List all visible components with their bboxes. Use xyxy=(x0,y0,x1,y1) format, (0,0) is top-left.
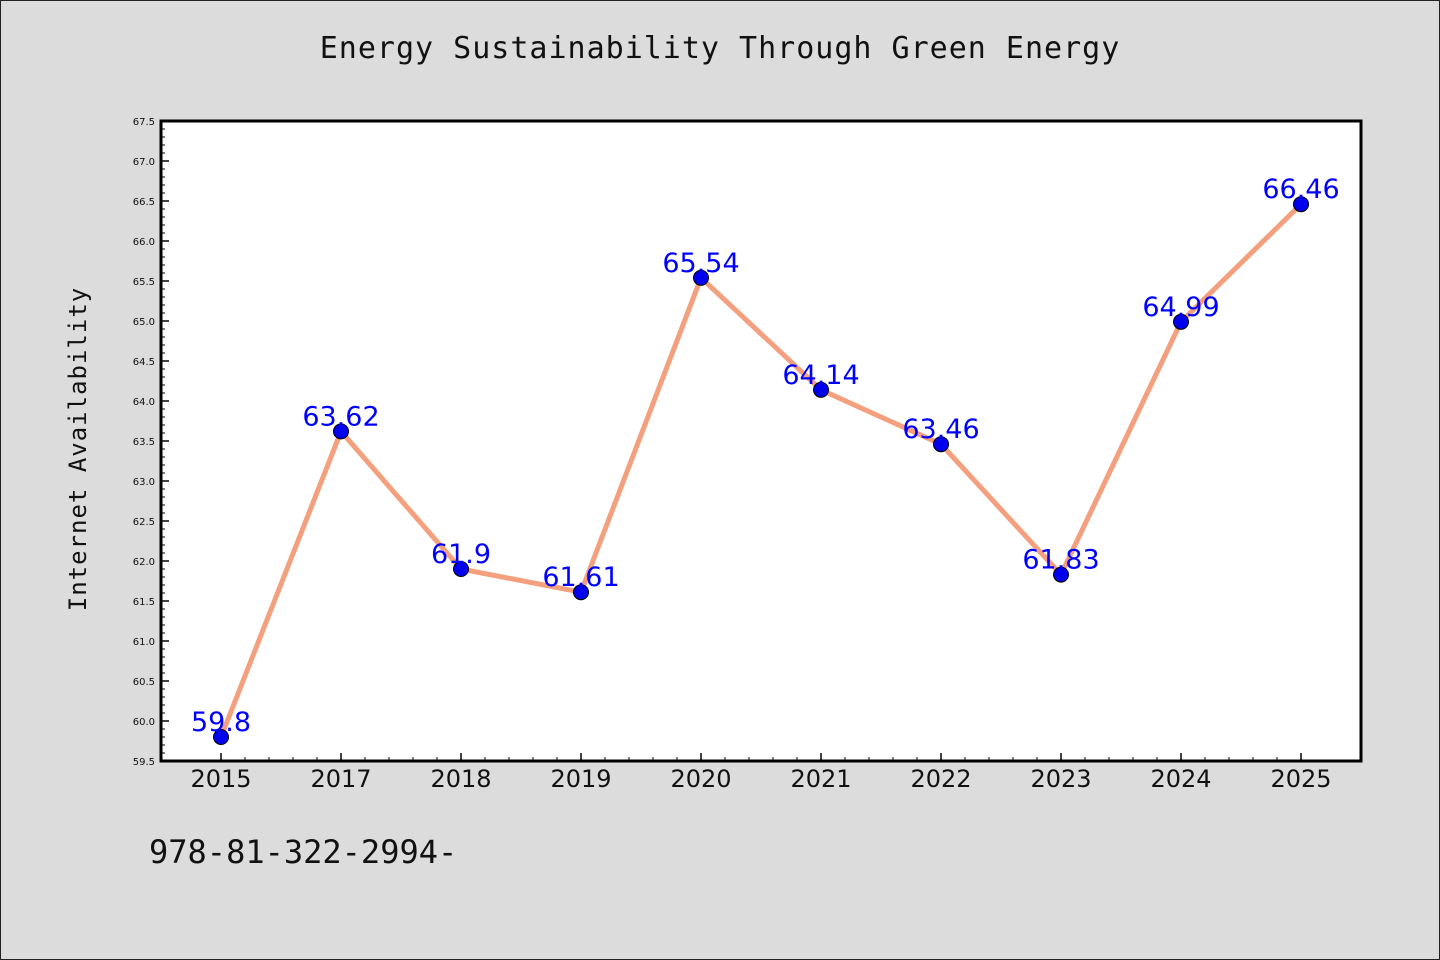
y-tick-label: 66.0 xyxy=(133,237,155,248)
y-tick-label: 63.0 xyxy=(133,477,155,488)
data-label: 61.83 xyxy=(1022,545,1099,576)
plot-area xyxy=(159,119,1363,763)
data-label: 63.62 xyxy=(302,401,379,432)
data-label: 63.46 xyxy=(902,414,979,445)
x-tick-label: 2021 xyxy=(790,765,851,793)
data-point xyxy=(933,436,949,453)
axis-ticks: 59.5 60.0 60.5 61.0 61.5 62.0 62.5 63.0 63.5 64.0… xyxy=(133,117,1332,793)
data-label: 64.14 xyxy=(782,360,859,391)
y-tick-label: 64.5 xyxy=(133,357,155,368)
data-label: 64.99 xyxy=(1142,292,1219,323)
data-label: 65.54 xyxy=(662,248,739,279)
y-tick-label: 59.5 xyxy=(133,757,155,768)
markers-layer xyxy=(213,196,1309,745)
y-tick-label: 61.5 xyxy=(133,597,155,608)
x-tick-label: 2025 xyxy=(1270,765,1331,793)
y-tick-label: 61.0 xyxy=(133,637,155,648)
x-tick-label: 2017 xyxy=(310,765,371,793)
y-tick-label: 64.0 xyxy=(133,397,155,408)
footnote-isbn: 978-81-322-2994- xyxy=(149,833,458,871)
data-labels-layer: 59.8 63.62 61.9 61.61 65.54 64.14 63.46 61.83 64… xyxy=(191,174,1340,738)
x-tick-label: 2020 xyxy=(670,765,731,793)
data-point xyxy=(1173,313,1189,330)
y-tick-label: 60.5 xyxy=(133,677,155,688)
data-label: 61.61 xyxy=(542,562,619,593)
y-tick-label: 67.5 xyxy=(133,117,155,128)
data-label: 61.9 xyxy=(431,539,491,570)
data-point xyxy=(1293,196,1309,213)
series-line-layer xyxy=(218,201,1304,740)
series-line xyxy=(218,201,1304,740)
x-tick-label: 2018 xyxy=(430,765,491,793)
x-tick-label: 2024 xyxy=(1150,765,1211,793)
data-point xyxy=(453,561,469,577)
y-tick-label: 66.5 xyxy=(133,197,155,208)
data-point xyxy=(213,729,229,745)
x-tick-label: 2023 xyxy=(1030,765,1091,793)
y-tick-label: 63.5 xyxy=(133,437,155,448)
data-point xyxy=(813,381,829,398)
chart-title: Energy Sustainability Through Green Ener… xyxy=(319,31,1121,66)
data-point xyxy=(693,269,709,286)
y-tick-label: 65.5 xyxy=(133,277,155,288)
x-tick-label: 2015 xyxy=(190,765,251,793)
data-point xyxy=(573,584,589,601)
data-label: 59.8 xyxy=(191,707,251,738)
x-tick-label: 2022 xyxy=(910,765,971,793)
x-tick-label: 2019 xyxy=(550,765,611,793)
data-point xyxy=(333,423,349,440)
y-tick-label: 62.5 xyxy=(133,517,155,528)
y-tick-label: 65.0 xyxy=(133,317,155,328)
y-tick-label: 67.0 xyxy=(133,157,155,168)
data-point xyxy=(1053,566,1069,583)
y-tick-label: 60.0 xyxy=(133,717,155,728)
y-tick-label: 62.0 xyxy=(133,557,155,568)
data-label: 66.46 xyxy=(1262,174,1339,205)
